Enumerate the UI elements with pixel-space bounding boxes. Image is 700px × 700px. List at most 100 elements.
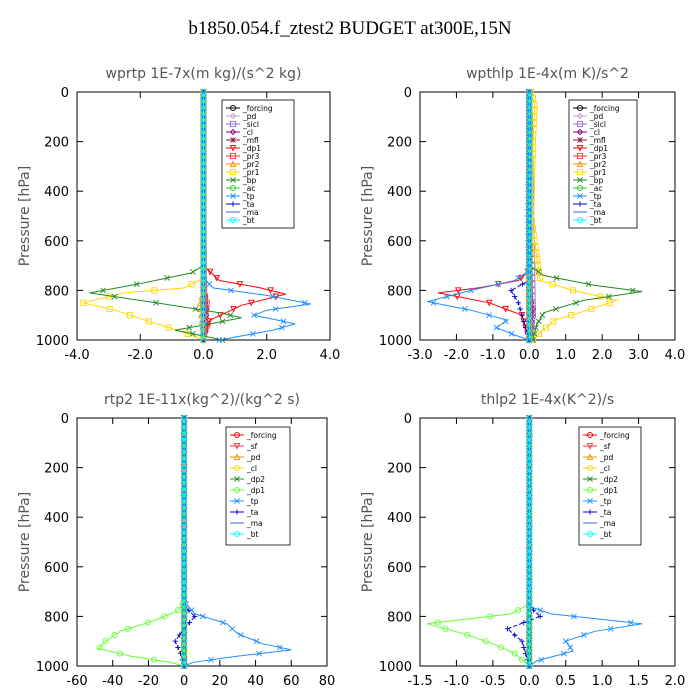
legend-label: _sicl: [589, 120, 606, 129]
legend-label: _dp2: [246, 475, 265, 484]
data-point: [181, 619, 188, 626]
data-point: [200, 181, 207, 189]
series-line: [97, 418, 185, 667]
figure-title: b1850.054.f_ztest2 BUDGET at300E,15N: [188, 18, 512, 39]
data-point: [521, 644, 527, 650]
legend-marker: [586, 442, 594, 450]
data-point: [526, 507, 533, 515]
data-point: [533, 324, 539, 331]
x-tick-label: 0.5: [555, 674, 576, 689]
data-point: [552, 306, 559, 312]
panel-title: thlp2 1E-4x(K^2)/s: [481, 392, 614, 408]
legend-marker: [586, 431, 594, 439]
legend-box: [225, 426, 291, 546]
plot-frame: [419, 91, 676, 341]
data-point: [514, 607, 521, 614]
data-point: [181, 631, 188, 639]
data-point: [181, 582, 188, 589]
y-tick-label: 600: [387, 561, 412, 576]
data-point: [567, 644, 574, 651]
data-point: [227, 287, 234, 294]
data-point: [526, 225, 533, 232]
data-point: [181, 557, 188, 564]
data-point: [181, 458, 188, 465]
legend-label: _tp: [242, 192, 255, 201]
data-point: [188, 607, 195, 614]
x-tick-label: -4.0: [64, 348, 89, 363]
legend-marker: [586, 453, 594, 461]
y-tick-label: 800: [387, 610, 412, 625]
data-point: [200, 262, 207, 269]
legend-label: _bt: [246, 530, 259, 539]
series-bt: [200, 88, 207, 344]
legend-marker: [576, 144, 584, 152]
data-point: [526, 563, 533, 570]
data-point: [537, 607, 544, 614]
data-point: [161, 613, 168, 620]
data-point: [111, 631, 118, 639]
data-point: [526, 305, 533, 313]
legend-label: _pd: [242, 112, 257, 121]
y-tick-label: 0: [61, 412, 69, 427]
data-point: [181, 588, 188, 595]
data-point: [181, 439, 188, 446]
y-tick-label: 0: [404, 412, 412, 427]
x-tick-label: 0: [180, 674, 188, 689]
data-point: [181, 600, 188, 608]
data-point: [526, 421, 533, 428]
data-point: [526, 638, 533, 645]
data-point: [526, 458, 533, 465]
series-line: [438, 92, 530, 341]
data-point: [146, 318, 153, 325]
data-point: [526, 445, 533, 453]
data-point: [200, 225, 207, 232]
data-point: [200, 330, 207, 337]
data-point: [526, 299, 533, 306]
data-point: [526, 427, 533, 434]
data-point: [443, 293, 450, 300]
data-point: [526, 88, 533, 96]
data-point: [301, 299, 308, 306]
panel-title: wpthlp 1E-4x(m K)/s^2: [466, 66, 629, 82]
data-point: [96, 644, 103, 651]
data-point: [181, 501, 188, 508]
data-point: [508, 330, 515, 337]
data-point: [272, 306, 279, 312]
data-point: [200, 95, 207, 102]
data-point: [526, 582, 533, 589]
legend-label: _pr3: [589, 152, 607, 161]
data-point: [515, 275, 522, 281]
series-line: [427, 418, 530, 667]
data-point: [181, 576, 188, 583]
data-point: [526, 476, 533, 484]
data-point: [181, 507, 188, 515]
data-point: [526, 157, 533, 164]
legend: _forcing_pd_sicl_cl_mfl_dp1_pr3_pr2_pr1_…: [568, 99, 638, 229]
legend-label: _cl: [242, 128, 253, 137]
legend-marker: [229, 144, 237, 152]
data-point: [526, 95, 533, 102]
data-point: [181, 569, 188, 577]
legend-marker: [229, 160, 237, 168]
series-line: [530, 91, 619, 341]
data-point: [464, 631, 471, 639]
data-point: [526, 181, 533, 189]
data-point: [181, 526, 188, 533]
data-point: [629, 287, 636, 294]
data-point: [526, 439, 533, 446]
data-point: [200, 169, 207, 176]
data-point: [200, 157, 207, 164]
data-point: [570, 613, 577, 620]
series-bt: [181, 414, 188, 670]
data-point: [181, 476, 188, 484]
legend-label: _bt: [589, 216, 602, 225]
data-point: [181, 650, 188, 657]
data-point: [454, 287, 462, 295]
y-tick-label: 800: [387, 284, 412, 299]
legend-label: _pr1: [589, 168, 607, 177]
legend-label: _forcing: [246, 431, 277, 440]
data-point: [526, 119, 533, 127]
x-tick-label: 2.0: [665, 674, 686, 689]
legend-label: _ma: [242, 208, 259, 217]
data-point: [200, 237, 207, 244]
